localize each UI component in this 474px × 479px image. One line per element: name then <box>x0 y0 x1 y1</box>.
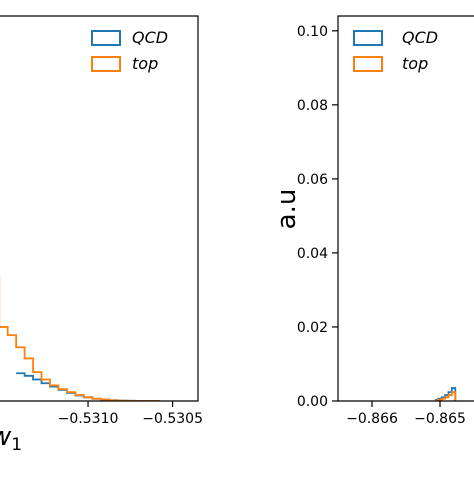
left-axes-frame <box>0 15 199 402</box>
left-histogram-panel: −0.5310 −0.5305 QCD top w1 <box>0 15 203 455</box>
legend-swatch-qcd-right <box>353 30 383 46</box>
right-histogram-panel: 0.00 0.02 0.04 0.06 0.08 0.10 −0.866 −0.865 QC… <box>272 15 474 427</box>
right-y-tick-label: 0.06 <box>297 172 328 188</box>
left-x-tick-label: −0.5310 <box>58 411 119 427</box>
left-x-tick-label: −0.5305 <box>142 411 203 427</box>
y-axis-label: a.u <box>272 189 302 230</box>
left-series-top-step <box>0 274 160 401</box>
legend-label-top: top <box>132 54 158 73</box>
right-x-tick-label: −0.866 <box>346 411 398 427</box>
x-axis-label: w1 <box>0 422 22 455</box>
legend-swatch-top <box>91 56 121 72</box>
right-y-tick-label: 0.04 <box>297 246 328 262</box>
legend-label-top-right: top <box>402 54 428 73</box>
right-y-tick-label: 0.00 <box>297 394 328 410</box>
right-y-tick-label: 0.10 <box>297 24 328 40</box>
right-y-tick-label: 0.08 <box>297 98 328 114</box>
right-series-top-step <box>434 391 457 401</box>
right-legend: QCD top <box>353 28 438 73</box>
right-series-qcd-step <box>434 387 457 401</box>
right-axes-frame <box>337 15 474 402</box>
left-legend: QCD top <box>91 28 168 73</box>
legend-swatch-top-right <box>353 56 383 72</box>
legend-swatch-qcd <box>91 30 121 46</box>
legend-label-qcd: QCD <box>132 28 168 47</box>
right-x-tick-label: −0.865 <box>414 411 466 427</box>
right-y-tick-label: 0.02 <box>297 320 328 336</box>
legend-label-qcd-right: QCD <box>402 28 438 47</box>
